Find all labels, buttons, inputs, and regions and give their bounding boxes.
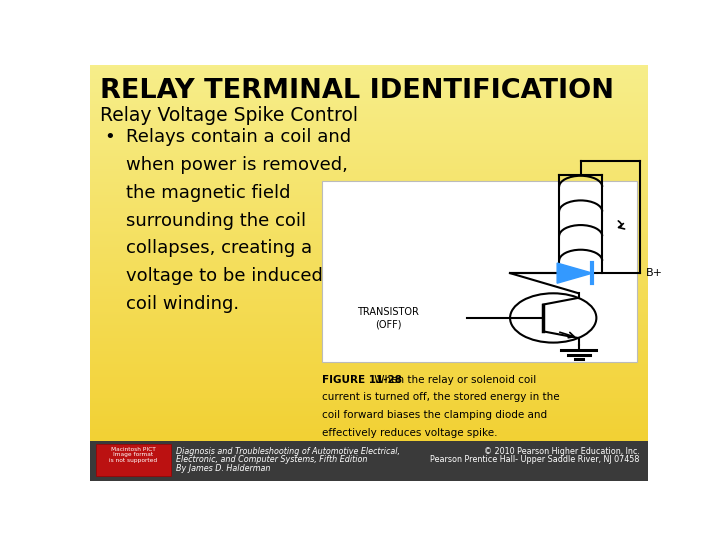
Text: Relays contain a coil and: Relays contain a coil and (126, 128, 351, 146)
Bar (322, 181, 636, 362)
Text: voltage to be induced in the: voltage to be induced in the (126, 267, 381, 285)
Bar (90, 441, 648, 481)
Text: current is turned off, the stored energy in the: current is turned off, the stored energy… (322, 393, 559, 402)
Text: the magnetic field: the magnetic field (126, 184, 291, 202)
Text: •: • (104, 128, 114, 146)
Text: TRANSISTOR: TRANSISTOR (357, 307, 419, 318)
Text: FIGURE 11-28: FIGURE 11-28 (322, 375, 402, 384)
Text: when power is removed,: when power is removed, (126, 156, 348, 174)
Text: Relay Voltage Spike Control: Relay Voltage Spike Control (100, 106, 358, 125)
Text: Electronic, and Computer Systems, Fifth Edition: Electronic, and Computer Systems, Fifth … (176, 455, 368, 464)
FancyArrowPatch shape (618, 221, 625, 229)
Polygon shape (557, 263, 593, 283)
Text: coil forward biases the clamping diode and: coil forward biases the clamping diode a… (322, 410, 546, 420)
Text: coil winding.: coil winding. (126, 295, 239, 313)
Text: Diagnosis and Troubleshooting of Automotive Electrical,: Diagnosis and Troubleshooting of Automot… (176, 447, 400, 456)
Text: When the relay or solenoid coil: When the relay or solenoid coil (371, 375, 536, 384)
Text: RELAY TERMINAL IDENTIFICATION: RELAY TERMINAL IDENTIFICATION (100, 78, 614, 104)
Text: (OFF): (OFF) (375, 319, 402, 329)
Text: effectively reduces voltage spike.: effectively reduces voltage spike. (322, 428, 497, 438)
Text: © 2010 Pearson Higher Education, Inc.: © 2010 Pearson Higher Education, Inc. (484, 447, 639, 456)
Text: surrounding the coil: surrounding the coil (126, 212, 307, 230)
Text: B+: B+ (645, 268, 662, 278)
Text: Macintosh PICT
Image format
is not supported: Macintosh PICT Image format is not suppo… (109, 447, 158, 463)
Text: Pearson Prentice Hall- Upper Saddle River, NJ 07458: Pearson Prentice Hall- Upper Saddle Rive… (431, 455, 639, 464)
Text: By James D. Halderman: By James D. Halderman (176, 464, 271, 473)
Text: collapses, creating a: collapses, creating a (126, 239, 312, 258)
Bar (96, 444, 171, 476)
